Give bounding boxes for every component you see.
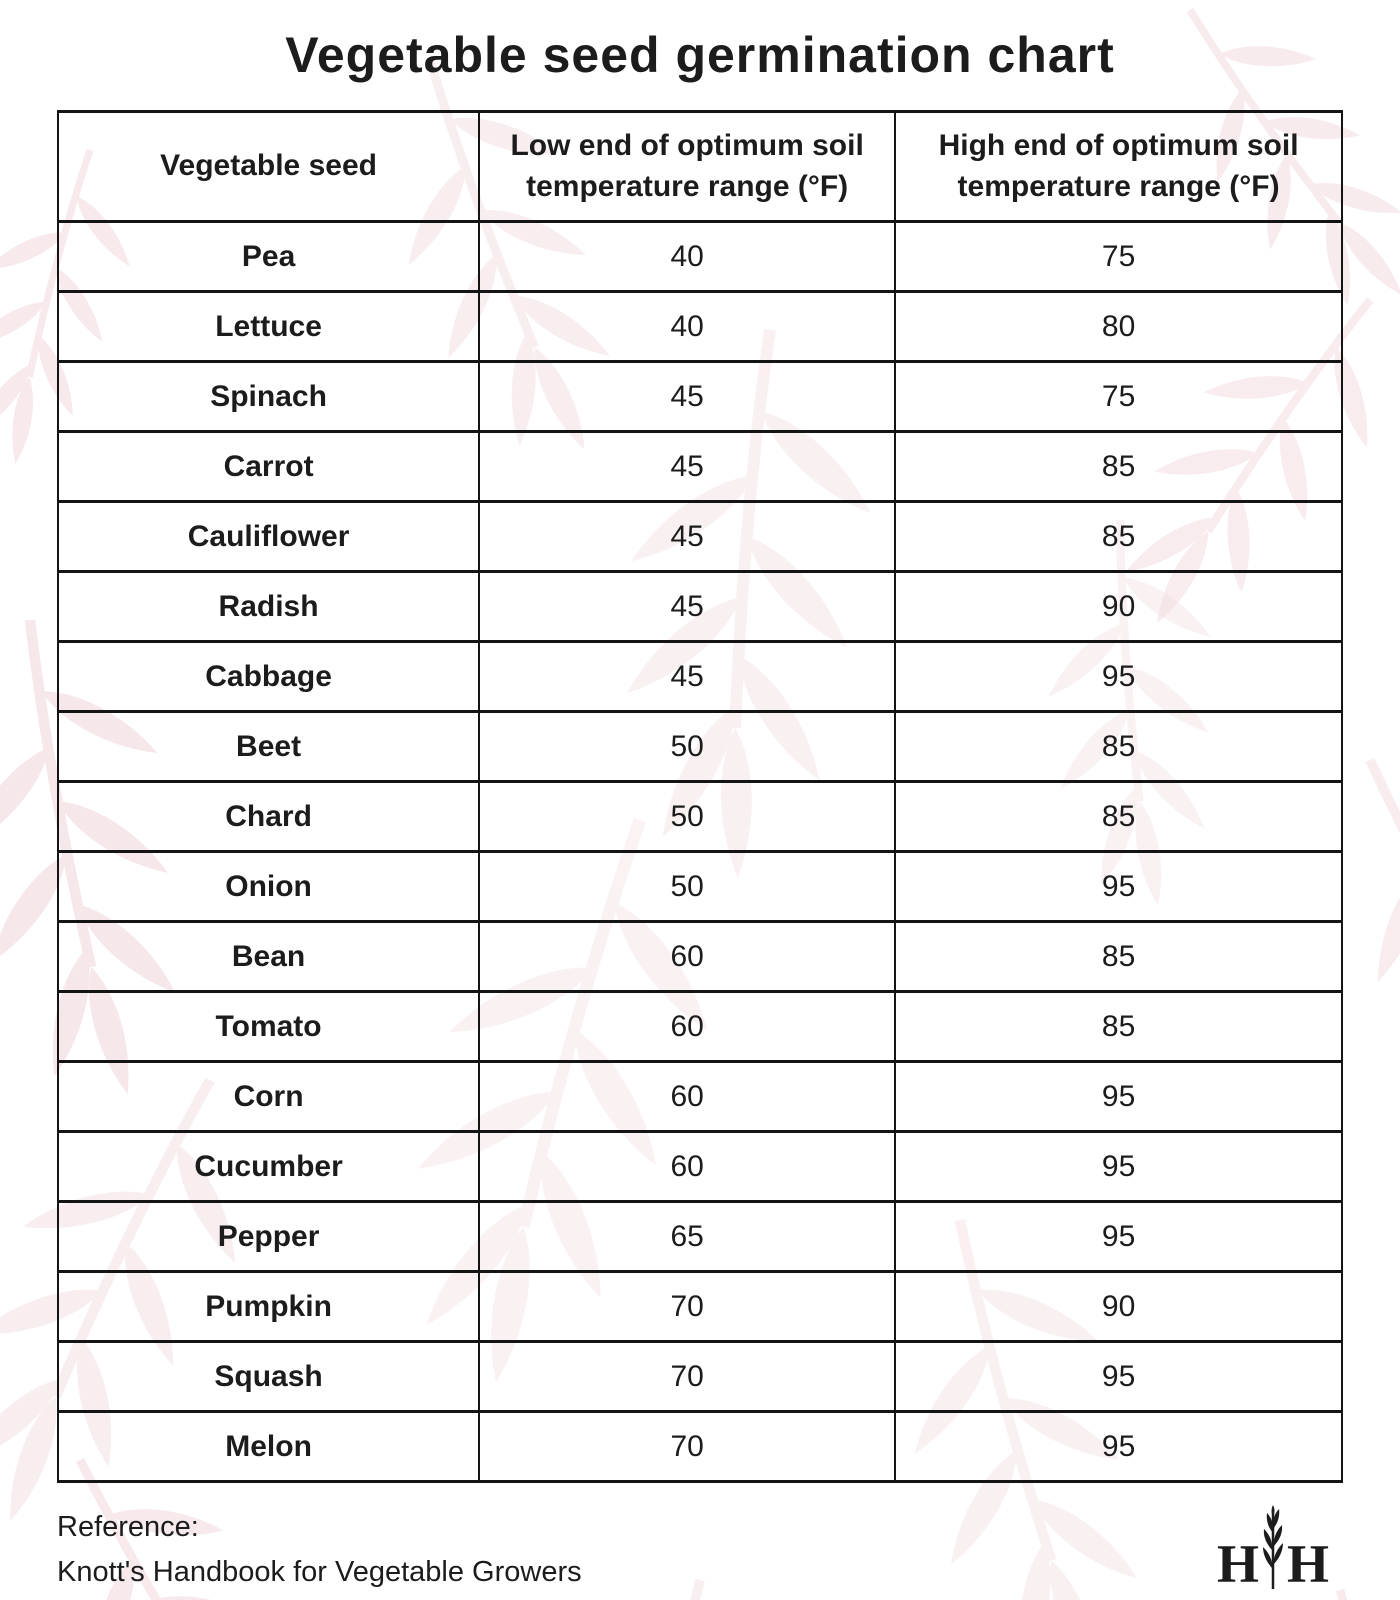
- germination-table: Vegetable seed Low end of optimum soil t…: [56, 110, 1343, 1483]
- low-temp-cell: 45: [478, 570, 897, 643]
- column-header-vegetable-seed: Vegetable seed: [56, 110, 481, 223]
- table-row: Carrot 45 85: [56, 430, 1343, 503]
- low-temp-cell: 45: [478, 360, 897, 433]
- high-temp-cell: 95: [894, 1340, 1343, 1413]
- table-row: Bean 60 85: [56, 920, 1343, 993]
- seed-name-cell: Carrot: [56, 430, 481, 503]
- low-temp-cell: 70: [478, 1270, 897, 1343]
- seed-name-cell: Spinach: [56, 360, 481, 433]
- low-temp-cell: 60: [478, 920, 897, 993]
- seed-name-cell: Radish: [56, 570, 481, 643]
- low-temp-cell: 50: [478, 780, 897, 853]
- seed-name-cell: Lettuce: [56, 290, 481, 363]
- column-header-high-temp: High end of optimum soil temperature ran…: [894, 110, 1343, 223]
- table-row: Cucumber 60 95: [56, 1130, 1343, 1203]
- high-temp-cell: 95: [894, 1130, 1343, 1203]
- high-temp-cell: 95: [894, 640, 1343, 713]
- seed-name-cell: Melon: [56, 1410, 481, 1483]
- brand-logo: H H: [1216, 1505, 1329, 1595]
- low-temp-cell: 50: [478, 710, 897, 783]
- seed-name-cell: Tomato: [56, 990, 481, 1063]
- high-temp-cell: 85: [894, 990, 1343, 1063]
- high-temp-cell: 85: [894, 430, 1343, 503]
- high-temp-cell: 85: [894, 780, 1343, 853]
- seed-name-cell: Pea: [56, 220, 481, 293]
- seed-name-cell: Onion: [56, 850, 481, 923]
- table-row: Squash 70 95: [56, 1340, 1343, 1413]
- high-temp-cell: 90: [894, 570, 1343, 643]
- high-temp-cell: 85: [894, 500, 1343, 573]
- seed-name-cell: Pumpkin: [56, 1270, 481, 1343]
- table-row: Chard 50 85: [56, 780, 1343, 853]
- reference-label: Reference:: [57, 1511, 199, 1544]
- seed-name-cell: Pepper: [56, 1200, 481, 1273]
- seed-name-cell: Cucumber: [56, 1130, 481, 1203]
- low-temp-cell: 70: [478, 1410, 897, 1483]
- high-temp-cell: 95: [894, 1200, 1343, 1273]
- table-header-row: Vegetable seed Low end of optimum soil t…: [56, 110, 1343, 223]
- low-temp-cell: 40: [478, 220, 897, 293]
- table-row: Corn 60 95: [56, 1060, 1343, 1133]
- low-temp-cell: 60: [478, 990, 897, 1063]
- low-temp-cell: 70: [478, 1340, 897, 1413]
- seed-name-cell: Squash: [56, 1340, 481, 1413]
- table-row: Lettuce 40 80: [56, 290, 1343, 363]
- page-footer: Reference: Knott's Handbook for Vegetabl…: [57, 1505, 1343, 1595]
- high-temp-cell: 85: [894, 920, 1343, 993]
- table-row: Spinach 45 75: [56, 360, 1343, 433]
- table-row: Onion 50 95: [56, 850, 1343, 923]
- seed-name-cell: Corn: [56, 1060, 481, 1133]
- sprig-icon: [1262, 1505, 1283, 1589]
- low-temp-cell: 60: [478, 1060, 897, 1133]
- logo-letter-left: H: [1216, 1534, 1259, 1595]
- high-temp-cell: 90: [894, 1270, 1343, 1343]
- high-temp-cell: 95: [894, 1060, 1343, 1133]
- table-row: Tomato 60 85: [56, 990, 1343, 1063]
- logo-letter-right: H: [1286, 1534, 1329, 1595]
- table-row: Pea 40 75: [56, 220, 1343, 293]
- high-temp-cell: 95: [894, 850, 1343, 923]
- low-temp-cell: 60: [478, 1130, 897, 1203]
- table-row: Melon 70 95: [56, 1410, 1343, 1483]
- seed-name-cell: Chard: [56, 780, 481, 853]
- table-row: Cabbage 45 95: [56, 640, 1343, 713]
- high-temp-cell: 95: [894, 1410, 1343, 1483]
- low-temp-cell: 50: [478, 850, 897, 923]
- reference-block: Reference: Knott's Handbook for Vegetabl…: [57, 1505, 582, 1595]
- seed-name-cell: Cauliflower: [56, 500, 481, 573]
- reference-source: Knott's Handbook for Vegetable Growers: [57, 1556, 582, 1589]
- high-temp-cell: 80: [894, 290, 1343, 363]
- column-header-low-temp: Low end of optimum soil temperature rang…: [478, 110, 897, 223]
- high-temp-cell: 75: [894, 220, 1343, 293]
- table-row: Cauliflower 45 85: [56, 500, 1343, 573]
- seed-name-cell: Cabbage: [56, 640, 481, 713]
- low-temp-cell: 45: [478, 430, 897, 503]
- low-temp-cell: 45: [478, 640, 897, 713]
- table-row: Pumpkin 70 90: [56, 1270, 1343, 1343]
- seed-name-cell: Bean: [56, 920, 481, 993]
- seed-name-cell: Beet: [56, 710, 481, 783]
- high-temp-cell: 75: [894, 360, 1343, 433]
- table-row: Radish 45 90: [56, 570, 1343, 643]
- high-temp-cell: 85: [894, 710, 1343, 783]
- table-row: Beet 50 85: [56, 710, 1343, 783]
- page-title: Vegetable seed germination chart: [285, 27, 1115, 83]
- table-row: Pepper 65 95: [56, 1200, 1343, 1273]
- low-temp-cell: 40: [478, 290, 897, 363]
- low-temp-cell: 45: [478, 500, 897, 573]
- low-temp-cell: 65: [478, 1200, 897, 1273]
